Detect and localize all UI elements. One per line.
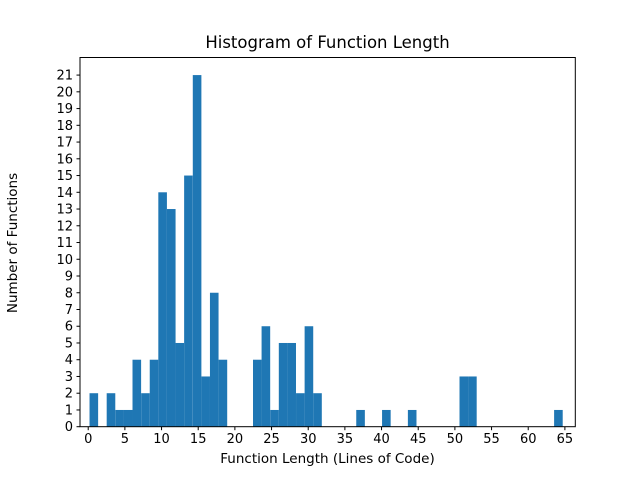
y-tick-label: 15: [56, 169, 73, 184]
y-tick-label: 11: [56, 236, 73, 251]
histogram-bar: [149, 359, 159, 427]
y-tick-label: 4: [65, 353, 73, 368]
y-tick-label: 2: [65, 387, 73, 402]
histogram-bar: [382, 409, 391, 427]
y-tick-label: 7: [65, 303, 73, 318]
histogram-bar: [278, 342, 288, 427]
histogram-bar: [132, 359, 142, 427]
y-tick-label: 6: [65, 320, 73, 335]
histogram-bar: [407, 409, 417, 427]
histogram-bar: [106, 393, 116, 427]
histogram-bar: [270, 409, 279, 427]
x-tick-label: 40: [373, 432, 390, 447]
histogram-bar: [356, 409, 365, 427]
histogram-bar: [261, 326, 271, 427]
y-axis-label: Number of Functions: [5, 172, 21, 314]
histogram-bar: [201, 376, 210, 427]
x-tick-label: 30: [300, 432, 317, 447]
histogram-bar: [287, 342, 296, 427]
histogram-bar: [115, 409, 124, 427]
histogram-bar: [468, 376, 477, 427]
y-tick-label: 18: [56, 119, 73, 134]
histogram-bar: [209, 292, 219, 427]
histogram-bar: [184, 175, 193, 427]
y-tick-label: 12: [56, 219, 73, 234]
y-tick-label: 16: [56, 152, 73, 167]
histogram-bar: [175, 342, 185, 427]
histogram-bar: [253, 359, 262, 427]
histogram-bar: [158, 192, 167, 427]
y-tick-label: 5: [65, 336, 73, 351]
y-tick-label: 3: [65, 370, 73, 385]
histogram-bar: [141, 393, 150, 427]
y-tick-label: 19: [56, 102, 73, 117]
y-tick-label: 8: [65, 286, 73, 301]
x-tick-label: 5: [121, 432, 129, 447]
x-tick-label: 25: [263, 432, 280, 447]
histogram-bar: [218, 359, 228, 427]
x-axis-label: Function Length (Lines of Code): [220, 451, 435, 467]
x-tick-label: 10: [153, 432, 170, 447]
x-tick-label: 55: [483, 432, 500, 447]
chart-title: Histogram of Function Length: [205, 33, 450, 52]
x-tick-label: 60: [520, 432, 537, 447]
histogram-bar: [296, 393, 305, 427]
y-tick-label: 10: [56, 253, 73, 268]
x-tick-label: 50: [447, 432, 464, 447]
histogram-bar: [89, 393, 99, 427]
histogram-bar: [123, 409, 133, 427]
histogram-bar: [166, 209, 176, 427]
y-tick-label: 9: [65, 270, 73, 285]
y-tick-label: 20: [56, 85, 73, 100]
histogram-bar: [304, 326, 314, 427]
histogram-bar: [192, 75, 202, 427]
x-tick-label: 65: [557, 432, 574, 447]
x-tick-label: 20: [227, 432, 244, 447]
histogram-bar: [459, 376, 469, 427]
y-tick-label: 17: [56, 136, 73, 151]
histogram-bar: [313, 393, 322, 427]
x-tick-label: 15: [190, 432, 207, 447]
x-tick-label: 35: [337, 432, 354, 447]
y-tick-label: 1: [65, 403, 73, 418]
y-tick-label: 13: [56, 203, 73, 218]
histogram-bar: [554, 409, 563, 427]
y-tick-label: 0: [65, 420, 73, 435]
y-tick-label: 14: [56, 186, 73, 201]
x-tick-label: 45: [410, 432, 427, 447]
x-tick-label: 0: [84, 432, 92, 447]
y-tick-label: 21: [56, 69, 73, 84]
